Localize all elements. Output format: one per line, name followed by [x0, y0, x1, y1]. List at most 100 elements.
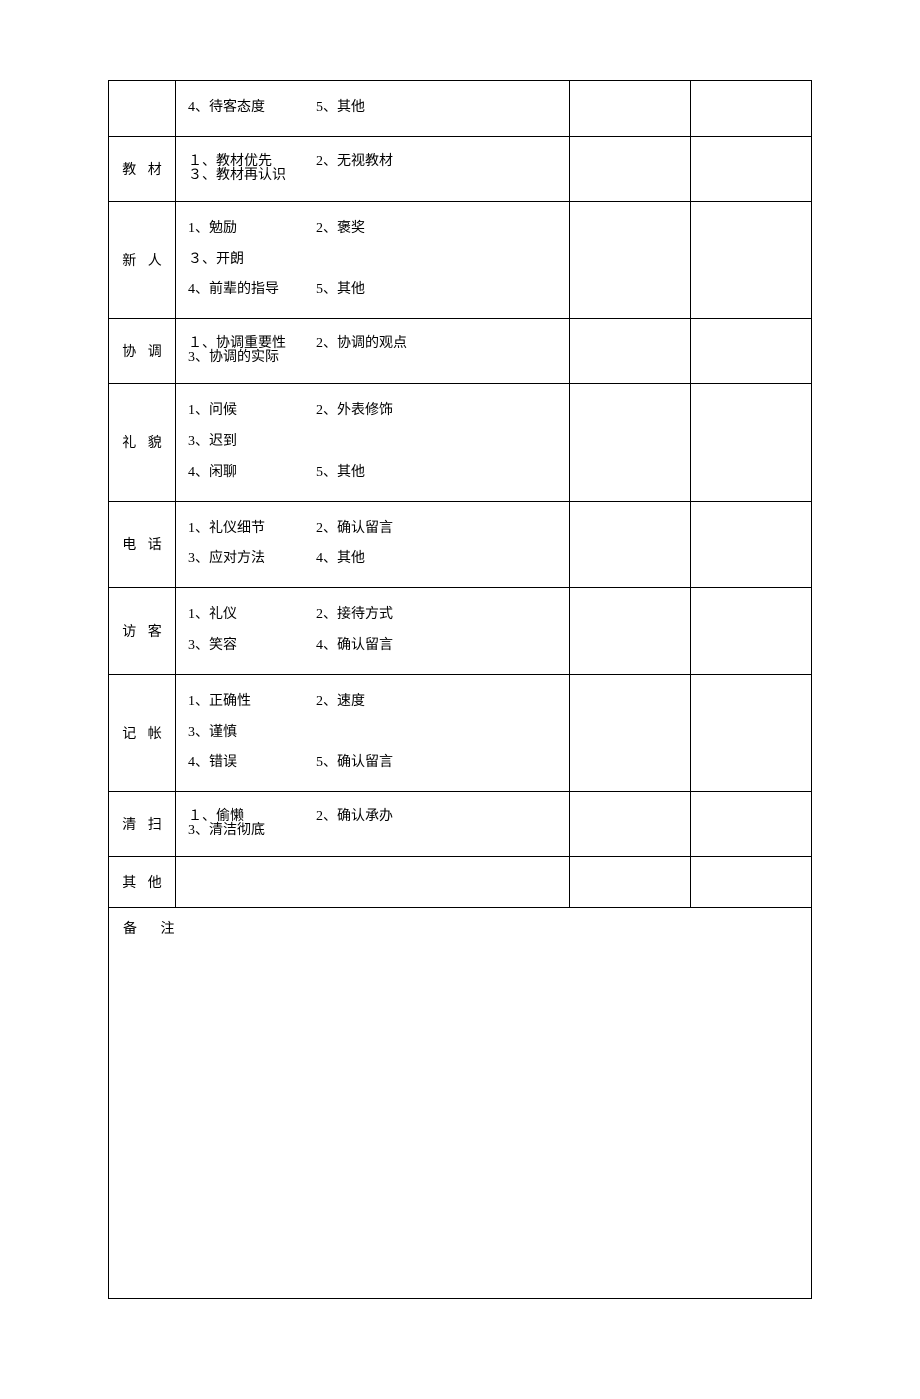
table-item: 2、无视教材 [316, 155, 434, 169]
table-item: 2、协调的观点 [316, 337, 434, 351]
items-line: １、协调重要性2、协调的观点3、协调的实际 [188, 337, 559, 365]
row-col3 [570, 201, 691, 318]
table-row: 清 扫 １、偷懒2、确认承办3、清洁彻底 [109, 792, 812, 857]
row-label: 电 话 [109, 501, 176, 588]
table-item: 4、待客态度 [188, 93, 316, 124]
row-content: 1、礼仪细节2、确认留言3、应对方法4、其他 [176, 501, 570, 588]
row-col4 [691, 201, 812, 318]
row-col4 [691, 857, 812, 908]
table-row: 礼 貌1、问候2、外表修饰3、迟到4、闲聊5、其他 [109, 384, 812, 501]
table-item: 2、确认留言 [316, 514, 434, 545]
items-line: 4、待客态度5、其他 [188, 93, 559, 124]
table-row: 4、待客态度5、其他 [109, 81, 812, 137]
table-item: 3、谨慎 [188, 718, 316, 749]
items-line: 4、前辈的指导5、其他 [188, 275, 559, 306]
items-line: １、教材优先2、无视教材３、教材再认识 [188, 155, 559, 183]
row-col3 [570, 792, 691, 857]
table-item: 1、勉励 [188, 214, 316, 245]
table-item: 1、礼仪 [188, 600, 316, 631]
row-col3 [570, 319, 691, 384]
items-line: 1、礼仪细节2、确认留言 [188, 514, 559, 545]
row-col3 [570, 81, 691, 137]
row-col3 [570, 384, 691, 501]
table-item: 4、确认留言 [316, 631, 434, 662]
row-col4 [691, 319, 812, 384]
items-line: 3、笑容4、确认留言 [188, 631, 559, 662]
row-label: 记 帐 [109, 674, 176, 791]
row-col4 [691, 588, 812, 675]
table-item: 3、笑容 [188, 631, 316, 662]
main-table: 4、待客态度5、其他教 材１、教材优先2、无视教材３、教材再认识新 人1、勉励2… [108, 80, 812, 1299]
row-col4 [691, 384, 812, 501]
row-label [109, 81, 176, 137]
table-item: 3、迟到 [188, 427, 316, 458]
remarks-row: 备 注 [109, 908, 812, 1299]
items-line: 1、正确性2、速度3、谨慎 [188, 687, 559, 749]
table-item: 2、接待方式 [316, 600, 434, 631]
table-item: 5、其他 [316, 458, 434, 489]
items-line: 1、问候2、外表修饰3、迟到 [188, 396, 559, 458]
row-col3 [570, 501, 691, 588]
row-content: 1、勉励2、褒奖３、开朗4、前辈的指导5、其他 [176, 201, 570, 318]
table-item: 4、其他 [316, 544, 434, 575]
row-label: 协 调 [109, 319, 176, 384]
row-col4 [691, 136, 812, 201]
table-item: 1、问候 [188, 396, 316, 427]
table-item: ３、开朗 [188, 245, 316, 276]
row-content: 1、礼仪2、接待方式3、笑容4、确认留言 [176, 588, 570, 675]
row-col3 [570, 857, 691, 908]
table-row: 教 材 １、教材优先2、无视教材３、教材再认识 [109, 136, 812, 201]
table-item: 1、正确性 [188, 687, 316, 718]
row-label: 其 他 [109, 857, 176, 908]
items-line: 3、应对方法4、其他 [188, 544, 559, 575]
table-item: 1、礼仪细节 [188, 514, 316, 545]
table-item: ３、教材再认识 [188, 169, 316, 183]
row-content: １、教材优先2、无视教材３、教材再认识 [176, 136, 570, 201]
table-item: １、教材优先 [188, 155, 316, 169]
row-label: 新 人 [109, 201, 176, 318]
row-col3 [570, 674, 691, 791]
row-label: 清 扫 [109, 792, 176, 857]
row-col4 [691, 81, 812, 137]
table-item: 5、其他 [316, 93, 434, 124]
table-item: 2、速度 [316, 687, 434, 718]
row-col4 [691, 674, 812, 791]
table-item: 3、应对方法 [188, 544, 316, 575]
row-label: 访 客 [109, 588, 176, 675]
items-line: 4、闲聊5、其他 [188, 458, 559, 489]
row-content: １、偷懒2、确认承办3、清洁彻底 [176, 792, 570, 857]
table-row: 访 客1、礼仪2、接待方式3、笑容4、确认留言 [109, 588, 812, 675]
row-content: 4、待客态度5、其他 [176, 81, 570, 137]
page: 4、待客态度5、其他教 材１、教材优先2、无视教材３、教材再认识新 人1、勉励2… [0, 0, 920, 1399]
table-item: 2、褒奖 [316, 214, 434, 245]
table-row: 其 他 [109, 857, 812, 908]
row-content: 1、正确性2、速度3、谨慎4、错误5、确认留言 [176, 674, 570, 791]
table-row: 电 话1、礼仪细节2、确认留言3、应对方法4、其他 [109, 501, 812, 588]
row-col4 [691, 501, 812, 588]
row-col4 [691, 792, 812, 857]
table-item: 5、其他 [316, 275, 434, 306]
row-col3 [570, 588, 691, 675]
table-row: 协 调 １、协调重要性2、协调的观点3、协调的实际 [109, 319, 812, 384]
row-content: １、协调重要性2、协调的观点3、协调的实际 [176, 319, 570, 384]
table-item: 2、外表修饰 [316, 396, 434, 427]
table-item: 2、确认承办 [316, 810, 434, 824]
items-line: 4、错误5、确认留言 [188, 748, 559, 779]
table-item: 4、错误 [188, 748, 316, 779]
remarks-cell: 备 注 [109, 908, 812, 1299]
table-item: 4、前辈的指导 [188, 275, 316, 306]
row-col3 [570, 136, 691, 201]
table-item: 5、确认留言 [316, 748, 434, 779]
items-line: 1、勉励2、褒奖３、开朗 [188, 214, 559, 276]
table-row: 记 帐1、正确性2、速度3、谨慎4、错误5、确认留言 [109, 674, 812, 791]
row-content: 1、问候2、外表修饰3、迟到4、闲聊5、其他 [176, 384, 570, 501]
table-item: 4、闲聊 [188, 458, 316, 489]
row-label: 礼 貌 [109, 384, 176, 501]
items-line: １、偷懒2、确认承办3、清洁彻底 [188, 810, 559, 838]
items-line: 1、礼仪2、接待方式 [188, 600, 559, 631]
row-content [176, 857, 570, 908]
row-label: 教 材 [109, 136, 176, 201]
table-row: 新 人1、勉励2、褒奖３、开朗4、前辈的指导5、其他 [109, 201, 812, 318]
table-item: 3、清洁彻底 [188, 824, 316, 838]
table-item: 3、协调的实际 [188, 351, 316, 365]
